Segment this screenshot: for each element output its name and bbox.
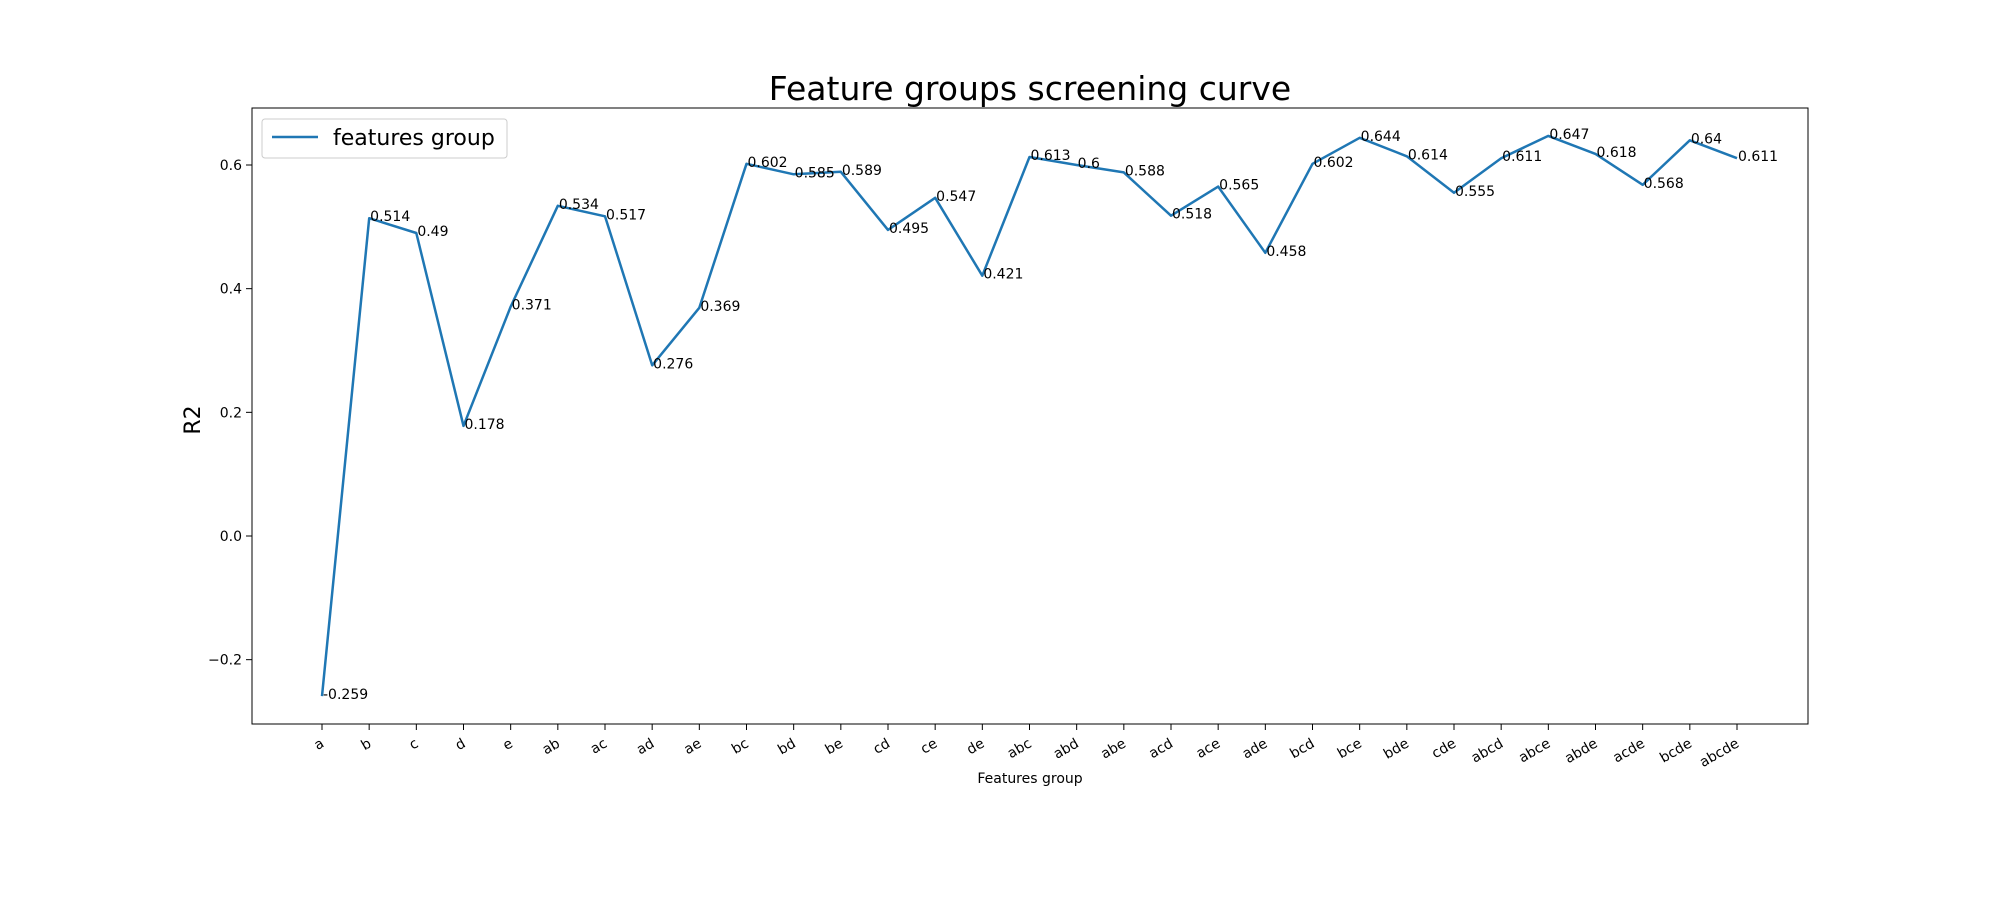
data-label: 0.518 [1172,207,1212,223]
x-axis-label: Features group [977,771,1082,787]
x-tick-label: bde [1381,736,1412,763]
x-axis: a b c d e ab ac ad ae bc bd be cd ce de abc abd abe acd ace… [312,724,1742,771]
y-axis: −0.2 0.0 0.2 0.4 0.6 [208,158,252,669]
data-label: 0.565 [1219,178,1259,194]
x-tick-label: e [500,736,515,754]
x-tick-label: ace [1194,736,1224,762]
x-tick-label: ade [1240,736,1271,763]
x-tick-label: abcde [1697,736,1742,771]
data-label: 0.514 [370,209,410,225]
legend-box [261,118,508,159]
x-tick-label: abd [1051,736,1082,763]
data-label: 0.644 [1361,129,1401,145]
x-tick-label: abc [1005,736,1035,762]
data-label: 0.547 [936,189,976,205]
legend: features group [261,118,508,159]
series-layer [320,134,1738,697]
x-tick-label: de [964,736,987,759]
data-label: 0.421 [983,267,1023,283]
x-tick-label: acd [1146,736,1176,762]
y-tick-label: 0.2 [220,405,242,421]
x-tick-label: cd [871,736,893,758]
data-label: 0.568 [1644,176,1684,192]
x-tick-label: ad [634,736,657,759]
data-label: 0.602 [1314,155,1354,171]
data-label: 0.647 [1549,127,1589,143]
data-labels: -0.259 0.514 0.49 0.178 0.371 0.534 0.517 0.276… [323,127,1778,703]
data-label: 0.618 [1597,145,1637,161]
x-tick-label: bd [775,736,798,759]
data-label: -0.259 [323,687,368,703]
data-label: 0.611 [1738,149,1778,165]
x-tick-label: cde [1429,736,1459,762]
x-tick-label: bc [729,736,751,758]
x-tick-label: abcd [1469,736,1506,767]
data-label: 0.611 [1502,149,1542,165]
data-label: 0.585 [795,165,835,181]
data-label: 0.517 [606,207,646,223]
x-tick-label: c [407,736,422,754]
x-tick-label: be [823,736,846,759]
data-label: 0.602 [748,155,788,171]
data-label: 0.613 [1031,148,1071,164]
x-tick-label: acde [1610,736,1647,767]
series-line [320,134,1738,697]
x-tick-label: bce [1335,736,1365,762]
y-tick-label: 0.4 [220,282,242,298]
data-label: 0.369 [700,299,740,315]
x-tick-label: ac [588,736,610,758]
x-tick-label: b [358,736,374,754]
x-tick-label: ab [540,736,563,759]
data-label: 0.49 [417,224,448,240]
data-label: 0.588 [1125,163,1165,179]
data-label: 0.495 [889,221,929,237]
data-label: 0.64 [1691,131,1722,147]
y-axis-label: R2 [181,405,206,434]
chart-title: Feature groups screening curve [769,69,1291,108]
legend-label: features group [333,126,495,151]
x-tick-label: abde [1562,736,1600,767]
data-label: 0.614 [1408,147,1448,163]
data-label: 0.534 [559,197,599,213]
data-label: 0.555 [1455,184,1495,200]
y-tick-label: 0.0 [220,529,242,545]
y-tick-label: 0.6 [220,158,242,174]
x-tick-label: a [312,736,327,754]
data-label: 0.276 [653,356,693,372]
data-label: 0.589 [842,163,882,179]
x-tick-label: d [453,736,469,754]
data-label: 0.371 [512,298,552,314]
x-tick-label: abe [1098,736,1129,763]
y-tick-label: −0.2 [208,653,242,669]
x-tick-label: abce [1516,736,1553,767]
data-label: 0.458 [1266,244,1306,260]
x-tick-label: ae [681,736,704,758]
data-label: 0.178 [465,417,505,433]
x-tick-label: ce [918,736,940,758]
x-tick-label: bcd [1287,736,1317,763]
x-tick-label: bcde [1657,736,1695,767]
data-label: 0.6 [1078,156,1100,172]
